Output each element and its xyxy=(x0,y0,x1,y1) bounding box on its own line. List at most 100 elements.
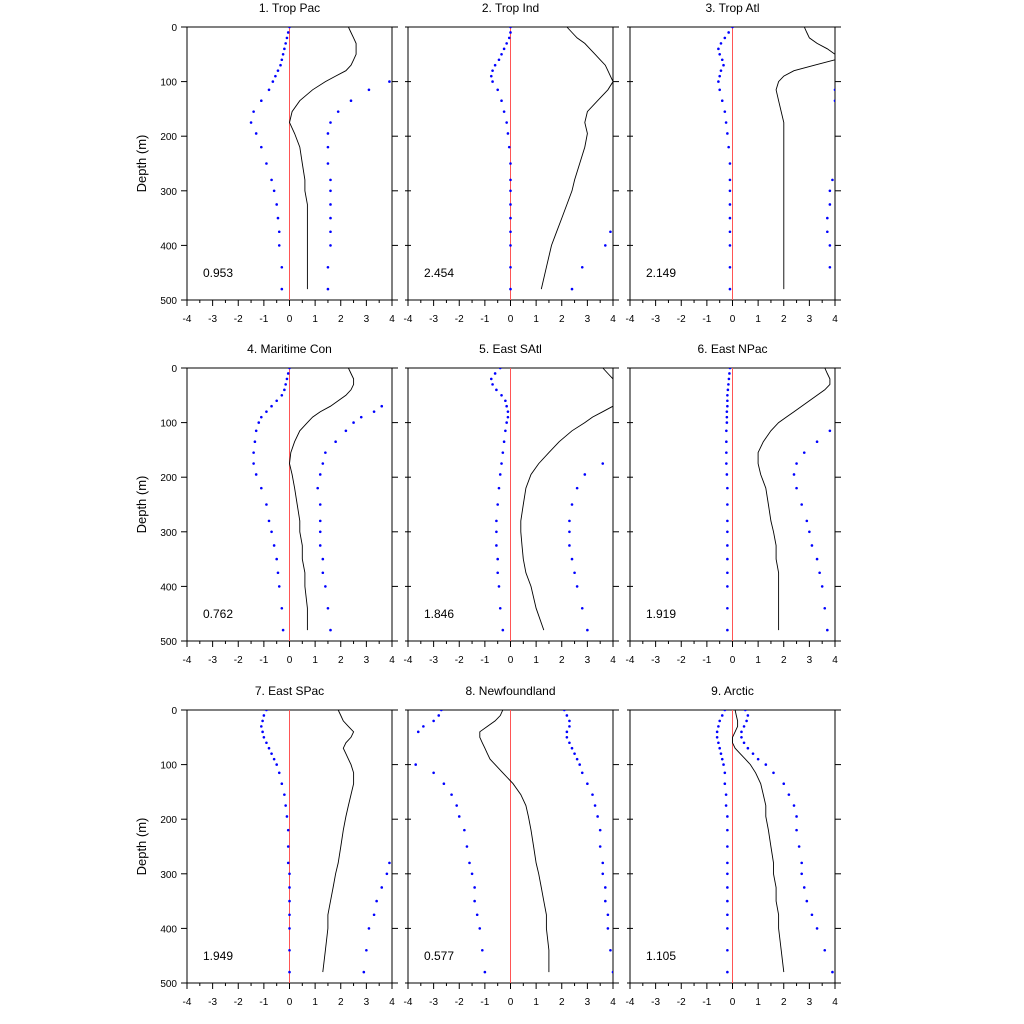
panel-8-xtick-label-1: -3 xyxy=(429,997,438,1008)
panel-8-lower-point-17 xyxy=(465,845,469,848)
panel-8-plot-area xyxy=(414,710,613,983)
panel-4-upper-point-10 xyxy=(352,421,355,424)
panel-2-lower-point-9 xyxy=(489,74,493,78)
panel-2-lower-point-15 xyxy=(506,132,510,135)
panel-5-xtick-label-4: 0 xyxy=(508,655,514,666)
panel-5-lower-point-8 xyxy=(506,410,510,413)
panel-4-lower-point-20 xyxy=(272,544,276,547)
panel-7-lower-point-11 xyxy=(277,771,281,775)
panel-7-xtick-label-4: 0 xyxy=(287,997,293,1008)
panel-9-xtick-label-8: 4 xyxy=(832,997,838,1008)
panel-5-upper-point-19 xyxy=(568,530,571,534)
panel-4-upper-point-15 xyxy=(318,473,322,476)
panel-3-lower-point-23 xyxy=(728,244,732,247)
panel-4-upper-point-14 xyxy=(321,462,325,465)
panel-6-xtick-label-6: 2 xyxy=(781,655,787,666)
panel-1-lower-point-0 xyxy=(288,27,291,29)
panel-2-xtick-label-4: 0 xyxy=(508,314,514,325)
panel-4-xtick-label-5: 1 xyxy=(312,655,318,666)
panel-1-upper-point-17 xyxy=(326,162,330,165)
panel-9-lower-point-13 xyxy=(724,793,728,796)
panel-8-upper-point-7 xyxy=(570,746,574,750)
panel-2-upper-point-24 xyxy=(580,265,584,269)
panel-6-lower-point-6 xyxy=(726,399,729,403)
panel-1-lower-point-1 xyxy=(286,31,290,34)
panel-5-xtick-label-8: 4 xyxy=(610,655,616,666)
panel-4-xtick-label-3: -1 xyxy=(259,655,268,666)
panel-1-lower-point-14 xyxy=(249,121,253,124)
panel-7-lower-point-6 xyxy=(265,741,268,745)
panels-layer: 1. Trop Pac-4 -3 -2 -1 0 1 2 3 40100200300400500… xyxy=(134,1,841,1008)
panel-2-lower-point-0 xyxy=(509,27,512,29)
panel-6-lower-point-14 xyxy=(725,462,728,465)
panel-5-mean-line-1 xyxy=(520,405,613,631)
panel-4-lower-point-11 xyxy=(254,429,258,433)
panel-9-upper-point-10 xyxy=(764,763,768,766)
panel-8-upper-point-18 xyxy=(601,861,605,865)
panel-2-lower-point-2 xyxy=(507,36,511,40)
panel-2-lower-point-1 xyxy=(509,31,512,34)
panel-4-lower-point-17 xyxy=(265,503,268,506)
panel-9-lower-point-14 xyxy=(724,804,728,807)
panel-9-upper-point-8 xyxy=(751,752,755,755)
panel-1-ytick-label-2: 200 xyxy=(160,132,177,143)
panel-1-xtick-label-4: 0 xyxy=(287,314,293,325)
panel-3-stat: 2.149 xyxy=(646,266,676,280)
panel-3-lower-point-2 xyxy=(723,36,727,40)
panel-9-lower-point-1 xyxy=(720,714,724,717)
panel-7-ytick-label-4: 400 xyxy=(160,924,177,935)
panel-7-lower-point-0 xyxy=(265,710,268,712)
panel-4-upper-point-9 xyxy=(359,415,363,419)
panel-4-upper-point-17 xyxy=(318,503,322,506)
panel-7-ylabel: Depth (m) xyxy=(134,818,149,876)
panel-9-lower-point-25 xyxy=(726,970,729,974)
panel-7: 7. East SPac -4 -3 -2 -1 0 1 2 3 4 0 100 200 300 400 50… xyxy=(134,684,398,1008)
panel-2-xtick-label-8: 4 xyxy=(610,314,616,325)
panel-5-upper-point-16 xyxy=(575,486,579,490)
panel-3-upper-point-24 xyxy=(828,265,832,269)
panel-3-lower-point-6 xyxy=(720,58,724,62)
panel-6-lower-point-25 xyxy=(726,628,729,632)
panel-7-xtick-label-0: -4 xyxy=(183,997,192,1008)
panel-8-upper-point-14 xyxy=(593,804,597,807)
panel-8-lower-point-15 xyxy=(457,815,461,818)
panel-6-xtick-label-2: -2 xyxy=(677,655,686,666)
panel-9-upper-point-2 xyxy=(745,719,748,723)
panel-1-xtick-label-5: 1 xyxy=(312,314,318,325)
panel-5-stat: 1.846 xyxy=(424,607,454,621)
panel-2-xtick-label-5: 1 xyxy=(533,314,539,325)
panel-9-lower-point-16 xyxy=(726,828,729,832)
panel-1-lower-point-20 xyxy=(275,203,278,206)
panel-8-lower-point-13 xyxy=(450,793,453,796)
panel-8-upper-point-13 xyxy=(591,793,594,796)
panel-6-upper-point-23 xyxy=(820,585,824,588)
panel-2-lower-point-16 xyxy=(507,145,511,149)
panel-4-lower-point-22 xyxy=(276,571,280,575)
panel-3-xtick-label-0: -4 xyxy=(626,314,635,325)
panel-9-xtick-label-5: 1 xyxy=(755,997,761,1008)
panel-5-xtick-label-7: 3 xyxy=(585,655,591,666)
panel-5-lower-point-23 xyxy=(497,585,501,588)
panel-8-upper-point-21 xyxy=(604,899,607,903)
panel-8-upper-point-24 xyxy=(609,948,612,952)
panel-5-upper-point-21 xyxy=(570,557,574,561)
panel-4-lower-point-19 xyxy=(270,530,273,534)
panel-7-lower-point-14 xyxy=(284,804,287,807)
panel-3-upper-point-19 xyxy=(828,189,832,193)
panel-1-upper-point-18 xyxy=(329,178,332,182)
panel-4-lower-point-7 xyxy=(270,404,273,408)
panel-8-lower-point-11 xyxy=(432,771,435,775)
panel-2-lower-point-17 xyxy=(509,162,512,165)
panel-4-lower-point-5 xyxy=(280,394,284,397)
panel-4-lower-point-3 xyxy=(284,383,287,386)
panel-8-lower-point-0 xyxy=(440,710,443,712)
panel-2-lower-point-20 xyxy=(509,203,512,206)
panel-7-lower-point-15 xyxy=(285,815,289,818)
panel-1-lower-point-15 xyxy=(254,132,258,135)
panel-5-mean-line xyxy=(602,368,613,380)
panel-7-lower-point-7 xyxy=(267,746,271,750)
panel-4-lower-point-23 xyxy=(277,585,281,588)
panel-8-lower-point-12 xyxy=(442,782,446,786)
panel-5-xtick-label-5: 1 xyxy=(533,655,539,666)
panel-4-title: 4. Maritime Con xyxy=(247,342,332,356)
